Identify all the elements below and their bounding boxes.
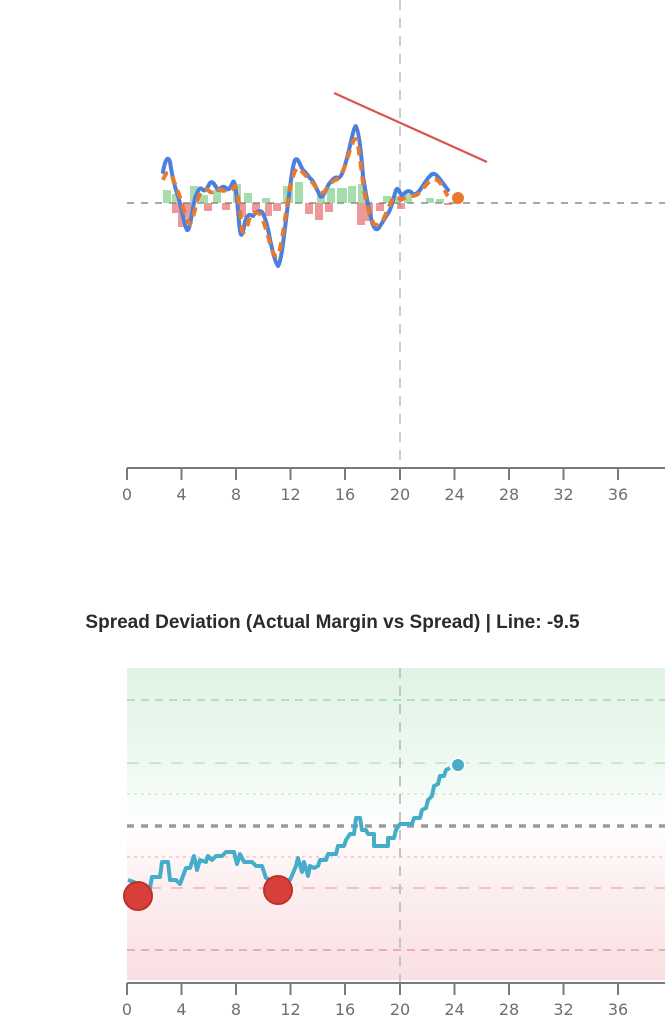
trend-line bbox=[333, 91, 488, 164]
x-tick-label: 36 bbox=[608, 485, 628, 504]
x-tick-label: 4 bbox=[176, 1000, 186, 1019]
spread-deviation-chart: Spread Deviation (Actual Margin vs Sprea… bbox=[0, 600, 665, 1024]
actual-line bbox=[161, 124, 450, 268]
x-tick-label: 0 bbox=[122, 485, 132, 504]
spread-deviation-svg: 0 4 8 12 16 20 24 28 32 36 4 bbox=[122, 668, 665, 1019]
chart-title: Spread Deviation (Actual Margin vs Sprea… bbox=[85, 612, 580, 633]
x-tick-label: 12 bbox=[280, 1000, 300, 1019]
x-tick-label: 12 bbox=[280, 485, 300, 504]
projected-endpoint-dot bbox=[452, 192, 464, 204]
x-tick-label: 36 bbox=[608, 1000, 628, 1019]
x-tick-label: 32 bbox=[553, 485, 573, 504]
miss-marker-2 bbox=[263, 875, 293, 905]
spread-deviation-line bbox=[127, 766, 451, 890]
x-axis-bottom: 0 4 8 12 16 20 24 28 32 36 4 bbox=[122, 982, 665, 1019]
projected-line bbox=[161, 137, 450, 259]
x-tick-label: 4 bbox=[176, 485, 186, 504]
miss-marker-1 bbox=[123, 881, 153, 911]
momentum-chart: 0 4 8 12 16 20 24 28 32 36 4 bbox=[122, 0, 665, 504]
x-axis-top: 0 4 8 12 16 20 24 28 32 36 4 bbox=[122, 467, 665, 504]
x-tick-label: 32 bbox=[553, 1000, 573, 1019]
x-tick-label: 28 bbox=[499, 485, 519, 504]
x-tick-label: 16 bbox=[335, 485, 355, 504]
x-tick-label: 0 bbox=[122, 1000, 132, 1019]
x-tick-label: 20 bbox=[390, 485, 410, 504]
x-tick-label: 20 bbox=[390, 1000, 410, 1019]
x-tick-label: 24 bbox=[444, 485, 464, 504]
x-tick-label: 24 bbox=[444, 1000, 464, 1019]
x-tick-label: 28 bbox=[499, 1000, 519, 1019]
x-tick-label: 16 bbox=[335, 1000, 355, 1019]
spread-endpoint-dot bbox=[450, 757, 466, 773]
lower-band bbox=[127, 826, 665, 980]
x-tick-label: 8 bbox=[231, 485, 241, 504]
momentum-chart-svg: 0 4 8 12 16 20 24 28 32 36 4 bbox=[122, 0, 665, 504]
upper-band bbox=[127, 668, 665, 826]
x-tick-label: 8 bbox=[231, 1000, 241, 1019]
